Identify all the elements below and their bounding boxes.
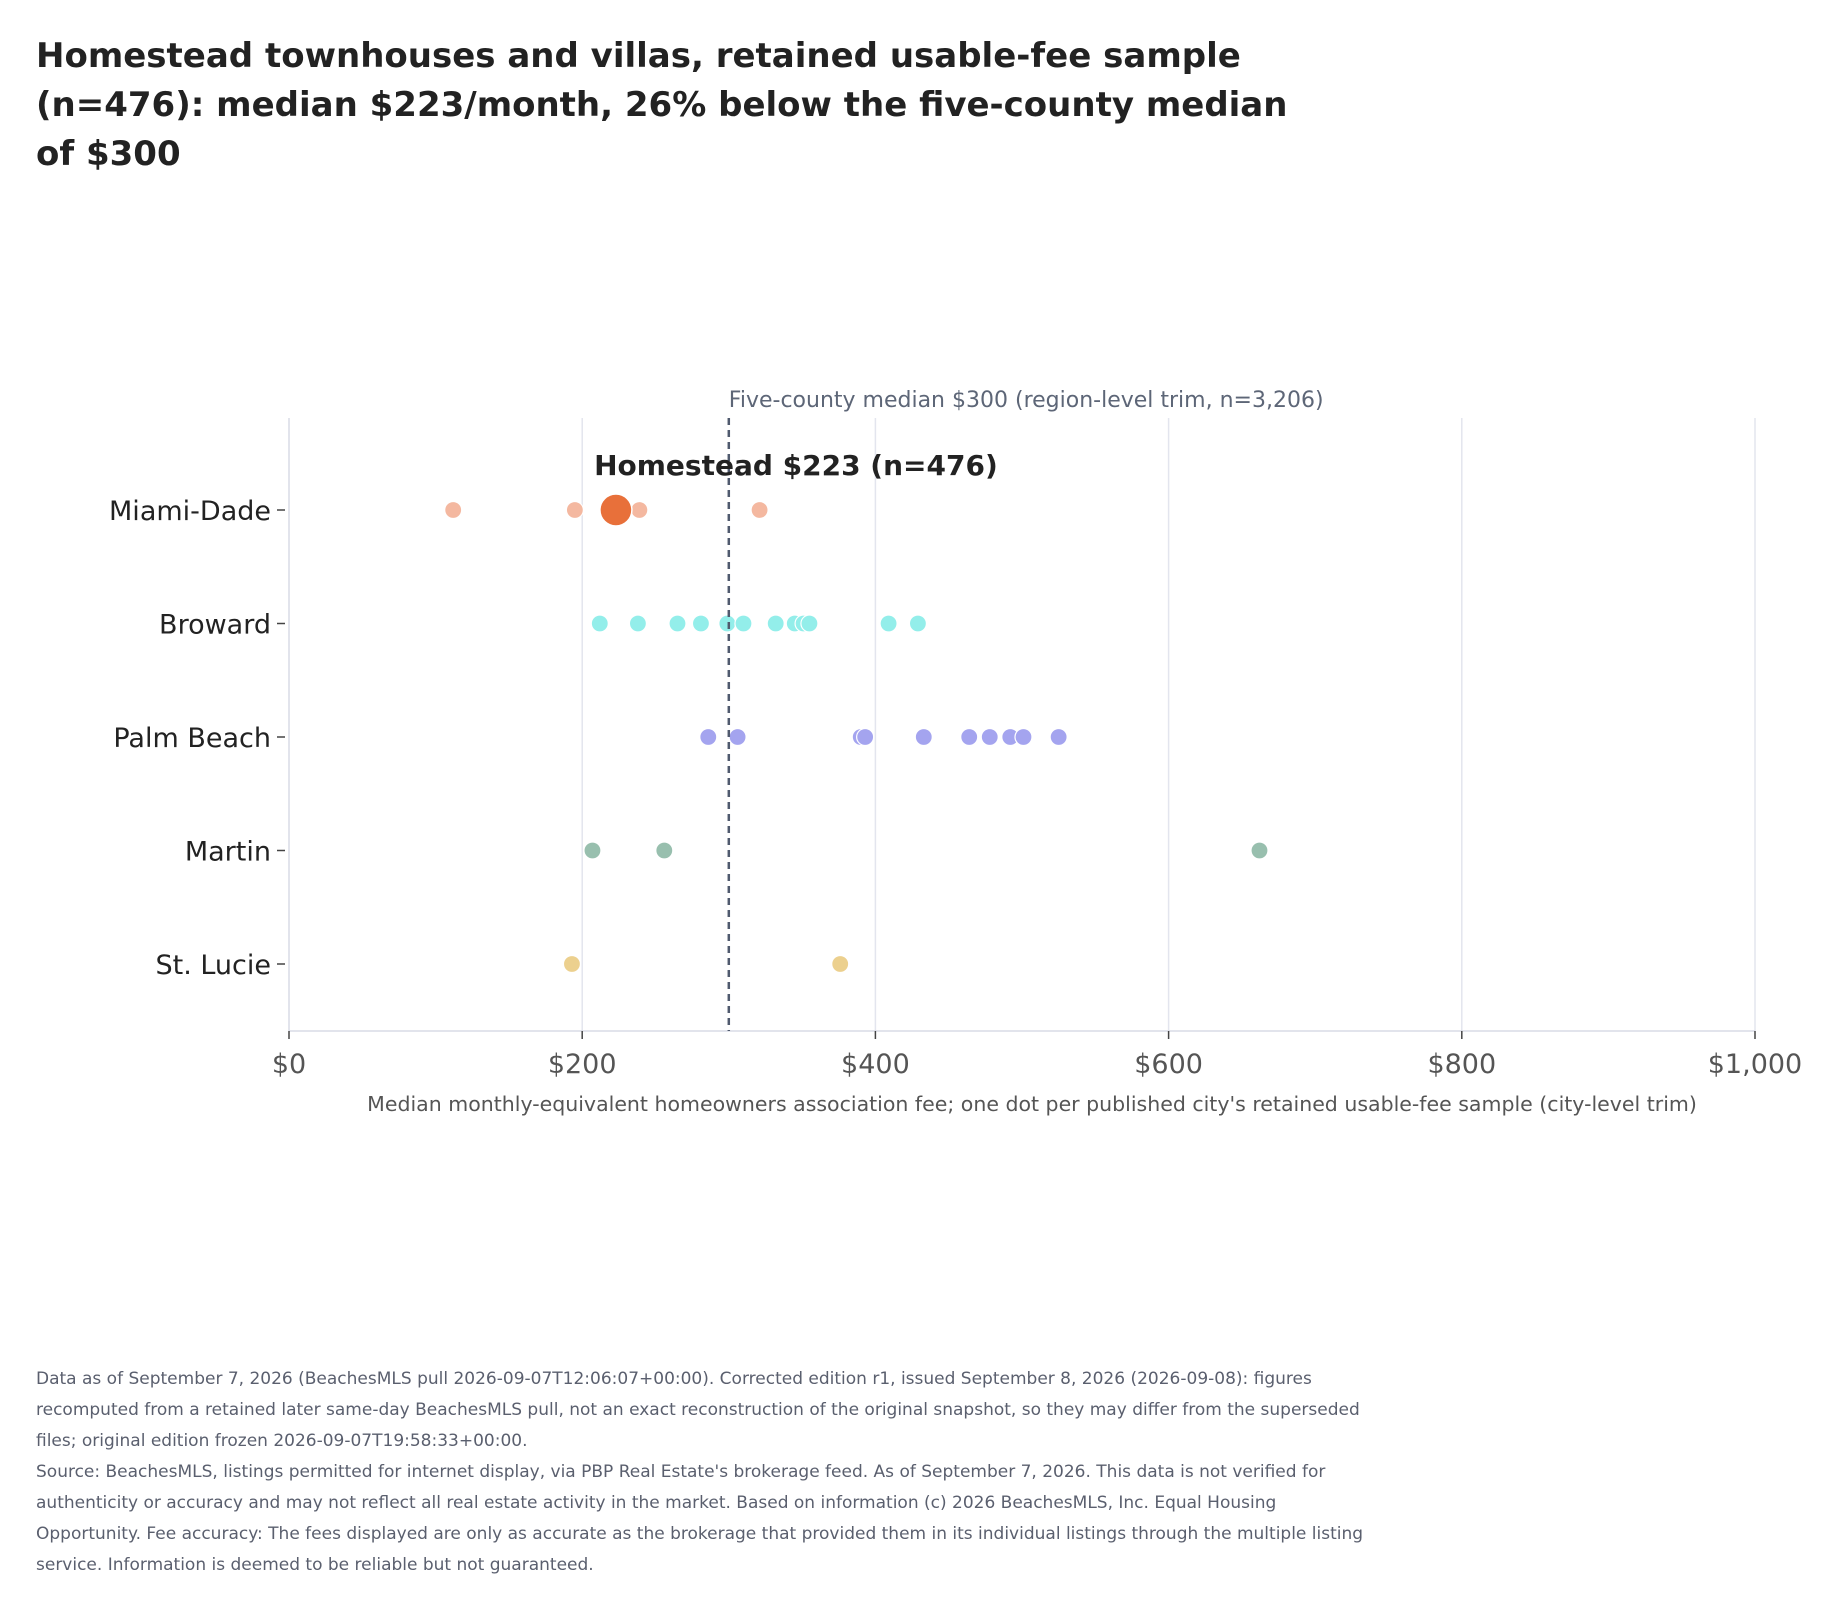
data-point bbox=[766, 614, 785, 633]
data-point bbox=[668, 614, 687, 633]
x-tick-label: $800 bbox=[1427, 1049, 1496, 1080]
data-point bbox=[800, 614, 819, 633]
data-point bbox=[1014, 727, 1033, 747]
data-point bbox=[630, 500, 649, 520]
data-point bbox=[655, 841, 674, 860]
footnote-source-note: Source: BeachesMLS, listings permitted f… bbox=[36, 1462, 1364, 1575]
x-tick-label: $600 bbox=[1134, 1049, 1203, 1080]
data-point bbox=[444, 500, 463, 520]
data-point bbox=[562, 954, 582, 974]
data-point bbox=[728, 727, 747, 747]
y-tick-label: St. Lucie bbox=[155, 950, 271, 981]
data-point bbox=[691, 614, 711, 633]
highlight-label: Homestead $223 (n=476) bbox=[594, 449, 998, 482]
data-point bbox=[914, 727, 933, 747]
chart-title: Homestead townhouses and villas, retaine… bbox=[36, 36, 1288, 174]
data-point bbox=[583, 841, 602, 860]
data-point bbox=[565, 500, 584, 520]
data-point bbox=[750, 500, 769, 520]
y-tick-label: Miami-Dade bbox=[109, 496, 271, 527]
x-tick-label: $400 bbox=[841, 1049, 910, 1080]
data-point bbox=[699, 727, 718, 747]
data-point bbox=[590, 614, 609, 633]
data-point bbox=[734, 614, 753, 633]
grid-layer bbox=[581, 418, 1756, 1031]
data-point bbox=[856, 727, 875, 747]
data-point bbox=[879, 614, 898, 633]
data-point bbox=[960, 727, 979, 747]
data-point bbox=[718, 614, 737, 633]
data-point bbox=[1049, 727, 1068, 747]
footnote-data-note: Data as of September 7, 2026 (BeachesMLS… bbox=[36, 1369, 1360, 1451]
footnote: Data as of September 7, 2026 (BeachesMLS… bbox=[36, 1364, 1381, 1581]
reference-median-label: Five-county median $300 (region-level tr… bbox=[729, 388, 1324, 413]
dots-layer bbox=[444, 493, 1269, 974]
x-tick-label: $200 bbox=[548, 1049, 617, 1080]
y-tick-label: Broward bbox=[159, 610, 271, 641]
data-point bbox=[831, 954, 850, 974]
data-point bbox=[628, 614, 648, 633]
y-tick-label: Martin bbox=[185, 837, 271, 868]
x-axis-title: Median monthly-equivalent homeowners ass… bbox=[367, 1092, 1697, 1116]
axis-layer: $0 $200 $400 $600 $800 $1,000 Median monthly-e… bbox=[109, 418, 1802, 1116]
y-tick-label: Palm Beach bbox=[113, 723, 271, 754]
annotation-layer: Five-county median $300 (region-level tr… bbox=[594, 388, 1324, 1031]
data-point bbox=[980, 727, 999, 747]
x-tick-label: $1,000 bbox=[1708, 1049, 1802, 1080]
highlight-data-point bbox=[599, 493, 633, 527]
data-point bbox=[1250, 841, 1269, 860]
data-point bbox=[908, 614, 928, 633]
x-tick-label: $0 bbox=[272, 1049, 306, 1080]
